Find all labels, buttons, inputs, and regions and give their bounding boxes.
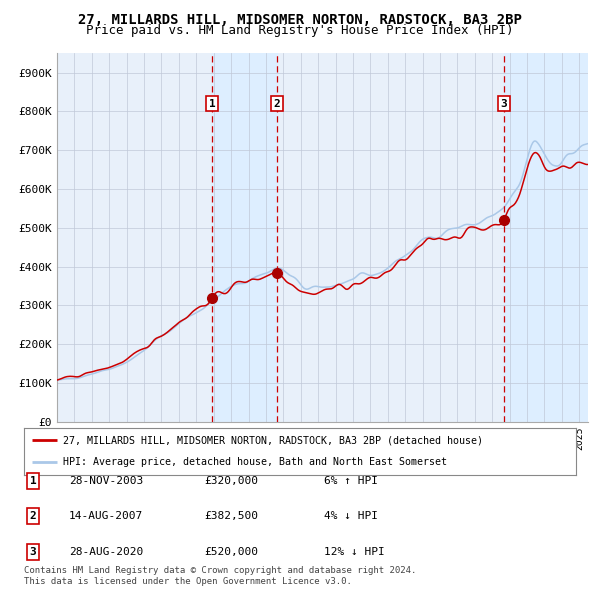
Text: £520,000: £520,000 xyxy=(204,547,258,556)
Text: 3: 3 xyxy=(29,547,37,556)
Text: 27, MILLARDS HILL, MIDSOMER NORTON, RADSTOCK, BA3 2BP (detached house): 27, MILLARDS HILL, MIDSOMER NORTON, RADS… xyxy=(62,435,482,445)
Text: Price paid vs. HM Land Registry's House Price Index (HPI): Price paid vs. HM Land Registry's House … xyxy=(86,24,514,37)
Text: 14-AUG-2007: 14-AUG-2007 xyxy=(69,512,143,521)
Text: 27, MILLARDS HILL, MIDSOMER NORTON, RADSTOCK, BA3 2BP: 27, MILLARDS HILL, MIDSOMER NORTON, RADS… xyxy=(78,13,522,27)
Text: 2: 2 xyxy=(274,99,280,109)
Text: HPI: Average price, detached house, Bath and North East Somerset: HPI: Average price, detached house, Bath… xyxy=(62,457,446,467)
Text: 4% ↓ HPI: 4% ↓ HPI xyxy=(324,512,378,521)
Text: £382,500: £382,500 xyxy=(204,512,258,521)
Text: 6% ↑ HPI: 6% ↑ HPI xyxy=(324,476,378,486)
Text: £320,000: £320,000 xyxy=(204,476,258,486)
Text: 2: 2 xyxy=(29,512,37,521)
Text: 28-NOV-2003: 28-NOV-2003 xyxy=(69,476,143,486)
Text: 1: 1 xyxy=(29,476,37,486)
Text: Contains HM Land Registry data © Crown copyright and database right 2024.: Contains HM Land Registry data © Crown c… xyxy=(24,566,416,575)
Text: 3: 3 xyxy=(500,99,507,109)
Text: 12% ↓ HPI: 12% ↓ HPI xyxy=(324,547,385,556)
Text: 1: 1 xyxy=(209,99,215,109)
Text: 28-AUG-2020: 28-AUG-2020 xyxy=(69,547,143,556)
Text: This data is licensed under the Open Government Licence v3.0.: This data is licensed under the Open Gov… xyxy=(24,577,352,586)
Bar xyxy=(504,53,590,422)
Bar xyxy=(212,53,277,422)
